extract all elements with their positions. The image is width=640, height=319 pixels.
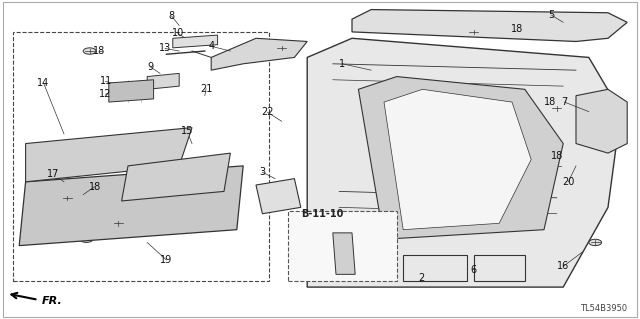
- Text: TL54B3950: TL54B3950: [580, 304, 627, 313]
- Polygon shape: [474, 255, 525, 281]
- Polygon shape: [122, 153, 230, 201]
- FancyBboxPatch shape: [288, 211, 397, 281]
- Polygon shape: [109, 80, 154, 102]
- Text: 5: 5: [548, 10, 555, 20]
- Text: 22: 22: [261, 107, 274, 117]
- Text: 1: 1: [339, 59, 346, 69]
- Text: 16: 16: [557, 261, 570, 271]
- Text: 18: 18: [511, 24, 524, 34]
- Text: 13: 13: [159, 43, 172, 54]
- Text: 10: 10: [172, 28, 184, 39]
- Text: B-11-10: B-11-10: [301, 209, 343, 219]
- Text: 19: 19: [160, 255, 173, 265]
- Circle shape: [550, 163, 563, 169]
- Text: 4: 4: [208, 41, 214, 51]
- Polygon shape: [307, 38, 621, 287]
- Text: 18: 18: [544, 97, 557, 107]
- Text: 6: 6: [470, 264, 477, 275]
- Text: FR.: FR.: [42, 296, 62, 307]
- Polygon shape: [358, 77, 563, 239]
- Text: 2: 2: [418, 272, 424, 283]
- Circle shape: [589, 239, 602, 246]
- Text: 21: 21: [200, 84, 212, 94]
- Text: 11: 11: [99, 76, 112, 86]
- Text: 17: 17: [47, 169, 60, 179]
- Circle shape: [275, 45, 288, 51]
- Text: 9: 9: [147, 62, 154, 72]
- Text: 3: 3: [259, 167, 266, 177]
- Text: 18: 18: [550, 151, 563, 161]
- Text: 20: 20: [562, 177, 575, 187]
- Text: 8: 8: [168, 11, 175, 21]
- Circle shape: [61, 195, 74, 201]
- Circle shape: [112, 220, 125, 226]
- Polygon shape: [256, 179, 301, 214]
- Polygon shape: [173, 35, 218, 48]
- Text: 14: 14: [37, 78, 50, 88]
- Polygon shape: [352, 10, 627, 41]
- Polygon shape: [147, 73, 179, 89]
- Polygon shape: [384, 89, 531, 230]
- Text: 18: 18: [93, 46, 106, 56]
- Text: 18: 18: [88, 182, 101, 192]
- Circle shape: [550, 105, 563, 112]
- Polygon shape: [576, 89, 627, 153]
- Circle shape: [467, 29, 480, 35]
- Polygon shape: [26, 128, 192, 182]
- Text: 7: 7: [561, 97, 568, 107]
- Polygon shape: [403, 255, 467, 281]
- Circle shape: [80, 236, 93, 242]
- Text: 15: 15: [180, 126, 193, 136]
- Polygon shape: [333, 233, 355, 274]
- Polygon shape: [19, 166, 243, 246]
- Polygon shape: [211, 38, 307, 70]
- Circle shape: [83, 48, 96, 54]
- Text: 12: 12: [99, 89, 112, 99]
